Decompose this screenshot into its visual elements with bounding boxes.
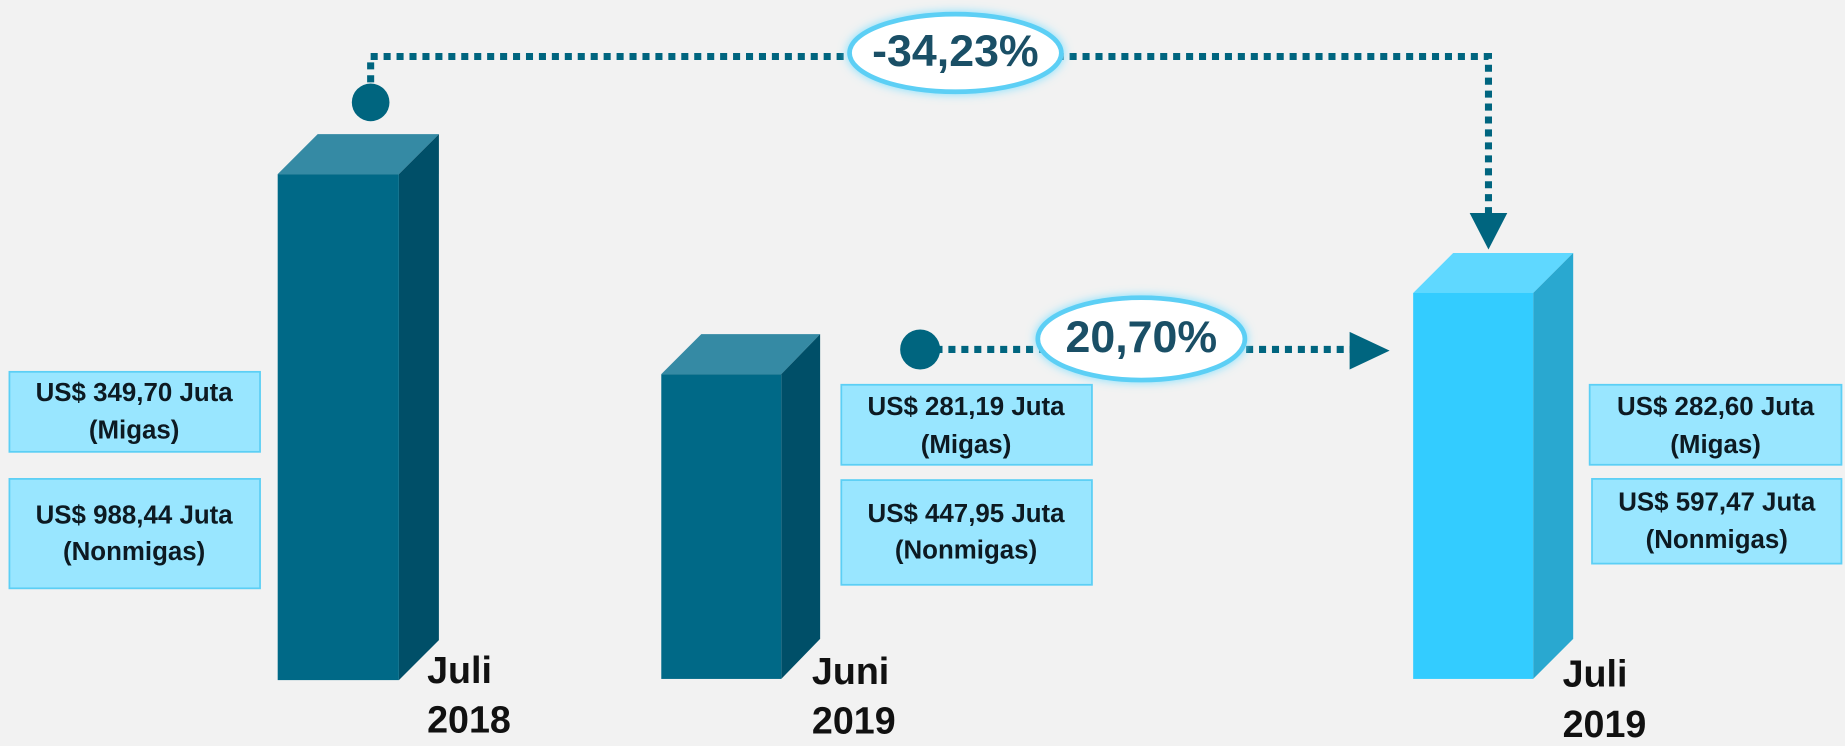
migas-value: US$ 281,19 Juta: [868, 393, 1066, 421]
nonmigas-box: [840, 479, 1093, 586]
period-label: Juni: [812, 650, 889, 692]
bar-3d: [277, 134, 439, 681]
nonmigas-value: US$ 988,44 Juta: [36, 501, 234, 529]
migas-value: US$ 282,60 Juta: [1617, 393, 1815, 421]
bar-3d: [1413, 252, 1574, 679]
change-label: -34,23%: [872, 27, 1039, 76]
migas-value: US$ 349,70 Juta: [36, 379, 234, 407]
period-label: 2019: [812, 700, 896, 742]
nonmigas-box: [8, 478, 261, 590]
nonmigas-note: (Nonmigas): [895, 537, 1037, 565]
migas-note: (Migas): [1670, 431, 1761, 459]
nonmigas-box: [1591, 478, 1843, 565]
nonmigas-value: US$ 447,95 Juta: [868, 500, 1066, 528]
change-arrow: [351, 11, 1508, 250]
migas-box: [840, 383, 1093, 466]
nonmigas-note: (Nonmigas): [1646, 526, 1788, 554]
nonmigas-note: (Nonmigas): [63, 538, 205, 566]
migas-note: (Migas): [921, 431, 1012, 459]
period-label: Juli: [427, 649, 492, 691]
bar-3d: [661, 334, 821, 679]
migas-box: [1588, 383, 1843, 466]
period-label: 2019: [1563, 703, 1647, 745]
period-label: 2018: [427, 698, 511, 740]
nonmigas-value: US$ 597,47 Juta: [1618, 488, 1816, 516]
migas-box: [8, 370, 261, 453]
change-arrow: [900, 295, 1390, 383]
period-label: Juli: [1563, 653, 1628, 695]
change-label: 20,70%: [1066, 313, 1218, 362]
migas-note: (Migas): [89, 417, 180, 445]
